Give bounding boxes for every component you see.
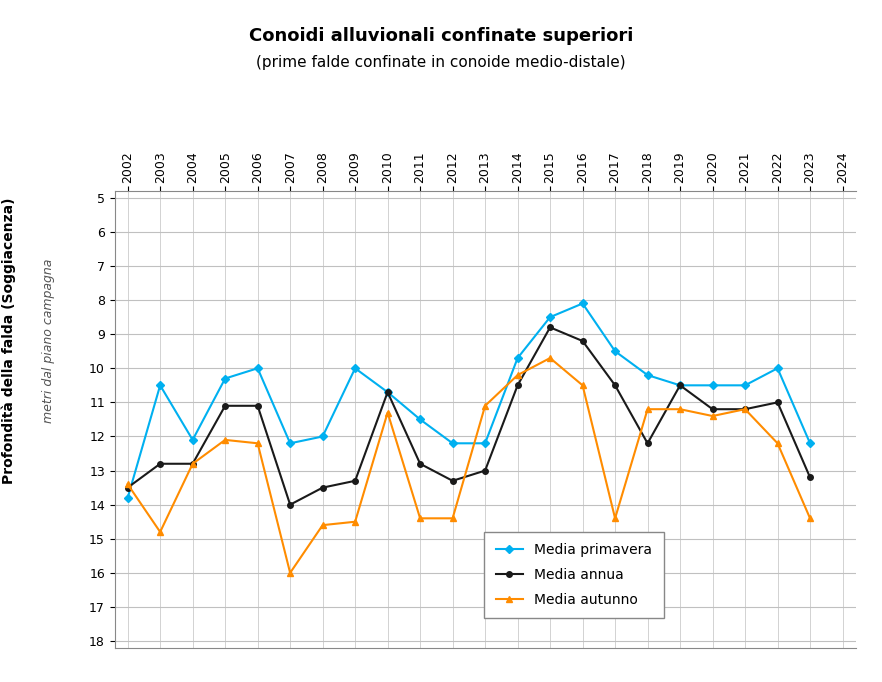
Media annua <box>740 405 751 413</box>
Text: (prime falde confinate in conoide medio-distale): (prime falde confinate in conoide medio-… <box>256 55 626 70</box>
Media annua <box>415 460 425 468</box>
Media annua <box>187 460 198 468</box>
Text: metri dal piano campagna: metri dal piano campagna <box>42 258 55 424</box>
Media annua <box>382 388 392 396</box>
Media annua <box>707 405 718 413</box>
Media primavera <box>220 374 230 383</box>
Media autunno <box>123 480 133 488</box>
Media autunno <box>252 439 263 447</box>
Media autunno <box>220 436 230 444</box>
Media annua <box>773 398 783 406</box>
Media annua <box>512 381 523 389</box>
Media autunno <box>318 521 328 529</box>
Media primavera <box>318 432 328 441</box>
Media autunno <box>187 460 198 468</box>
Media autunno <box>415 514 425 522</box>
Media primavera <box>350 364 361 372</box>
Media autunno <box>578 381 588 389</box>
Media annua <box>155 460 166 468</box>
Line: Media annua: Media annua <box>125 325 813 507</box>
Media annua <box>578 337 588 345</box>
Media autunno <box>512 371 523 379</box>
Media primavera <box>252 364 263 372</box>
Legend: Media primavera, Media annua, Media autunno: Media primavera, Media annua, Media autu… <box>484 532 663 618</box>
Media autunno <box>609 514 620 522</box>
Media primavera <box>382 388 392 396</box>
Media primavera <box>480 439 490 447</box>
Media primavera <box>545 313 556 321</box>
Media autunno <box>740 405 751 413</box>
Media autunno <box>447 514 458 522</box>
Media primavera <box>707 381 718 389</box>
Media autunno <box>545 354 556 362</box>
Line: Media autunno: Media autunno <box>125 355 813 576</box>
Media autunno <box>804 514 815 522</box>
Media primavera <box>675 381 685 389</box>
Media annua <box>318 484 328 492</box>
Media primavera <box>123 494 133 502</box>
Media annua <box>220 402 230 410</box>
Media autunno <box>155 528 166 536</box>
Media annua <box>252 402 263 410</box>
Media annua <box>642 439 653 447</box>
Media annua <box>123 484 133 492</box>
Media autunno <box>350 518 361 526</box>
Media primavera <box>642 371 653 379</box>
Media primavera <box>187 436 198 444</box>
Media primavera <box>740 381 751 389</box>
Media primavera <box>804 439 815 447</box>
Media primavera <box>415 415 425 424</box>
Media annua <box>545 323 556 331</box>
Media annua <box>675 381 685 389</box>
Media primavera <box>773 364 783 372</box>
Media primavera <box>447 439 458 447</box>
Media primavera <box>578 299 588 308</box>
Media primavera <box>512 354 523 362</box>
Media autunno <box>707 412 718 420</box>
Text: Conoidi alluvionali confinate superiori: Conoidi alluvionali confinate superiori <box>249 27 633 45</box>
Media primavera <box>155 381 166 389</box>
Line: Media primavera: Media primavera <box>125 301 813 501</box>
Media autunno <box>773 439 783 447</box>
Media autunno <box>285 569 295 577</box>
Media annua <box>447 477 458 485</box>
Media annua <box>804 473 815 481</box>
Media autunno <box>675 405 685 413</box>
Media autunno <box>382 409 392 417</box>
Media annua <box>285 501 295 509</box>
Text: Profondità della falda (Soggiacenza): Profondità della falda (Soggiacenza) <box>2 198 16 484</box>
Media autunno <box>642 405 653 413</box>
Media primavera <box>285 439 295 447</box>
Media primavera <box>609 347 620 355</box>
Media autunno <box>480 402 490 410</box>
Media annua <box>609 381 620 389</box>
Media annua <box>350 477 361 485</box>
Media annua <box>480 466 490 475</box>
